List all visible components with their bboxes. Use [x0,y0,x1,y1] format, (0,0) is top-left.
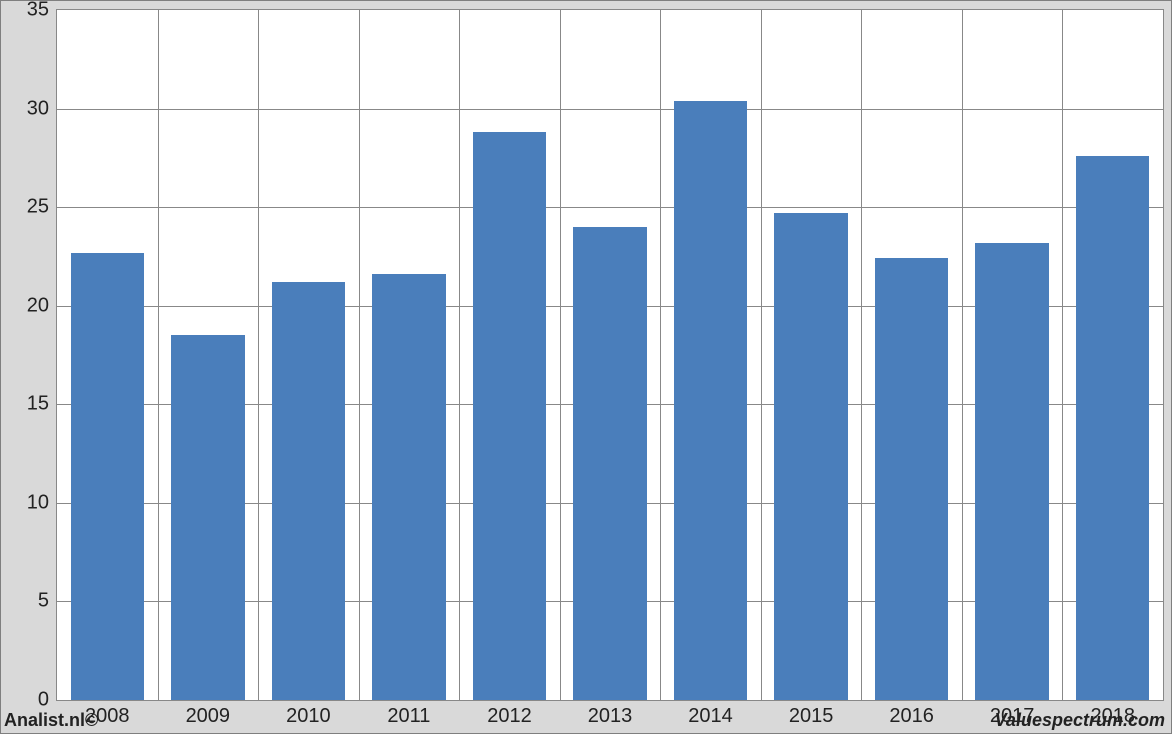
credit-right: Valuespectrum.com [995,710,1165,731]
y-tick-label: 35 [9,0,49,22]
gridline-vertical [1062,10,1063,700]
y-tick-label: 20 [9,294,49,317]
gridline-vertical [459,10,460,700]
bar [774,213,847,700]
bar [171,335,244,700]
x-tick-label: 2014 [688,705,733,728]
gridline-vertical [359,10,360,700]
gridline-horizontal [57,109,1163,110]
gridline-vertical [962,10,963,700]
gridline-vertical [158,10,159,700]
x-tick-label: 2015 [789,705,834,728]
bar [71,253,144,701]
x-tick-label: 2012 [487,705,532,728]
gridline-horizontal [57,207,1163,208]
y-tick-label: 5 [9,590,49,613]
credit-left: Analist.nl© [4,710,98,731]
bar [573,227,646,700]
gridline-vertical [761,10,762,700]
bar [674,101,747,700]
bar [1076,156,1149,700]
chart-container: 05101520253035 2008200920102011201220132… [0,0,1172,734]
gridline-vertical [560,10,561,700]
x-tick-label: 2010 [286,705,331,728]
y-tick-label: 25 [9,196,49,219]
y-tick-label: 15 [9,393,49,416]
y-tick-label: 10 [9,491,49,514]
x-tick-label: 2011 [387,705,430,728]
bar [272,282,345,700]
gridline-vertical [258,10,259,700]
gridline-vertical [861,10,862,700]
plot-area [56,9,1164,701]
x-tick-label: 2016 [889,705,934,728]
bar [372,274,445,700]
x-tick-label: 2013 [588,705,633,728]
bar [473,132,546,700]
bar [875,258,948,700]
y-tick-label: 0 [9,689,49,712]
y-tick-label: 30 [9,97,49,120]
gridline-vertical [660,10,661,700]
bar [975,243,1048,700]
x-tick-label: 2009 [186,705,231,728]
